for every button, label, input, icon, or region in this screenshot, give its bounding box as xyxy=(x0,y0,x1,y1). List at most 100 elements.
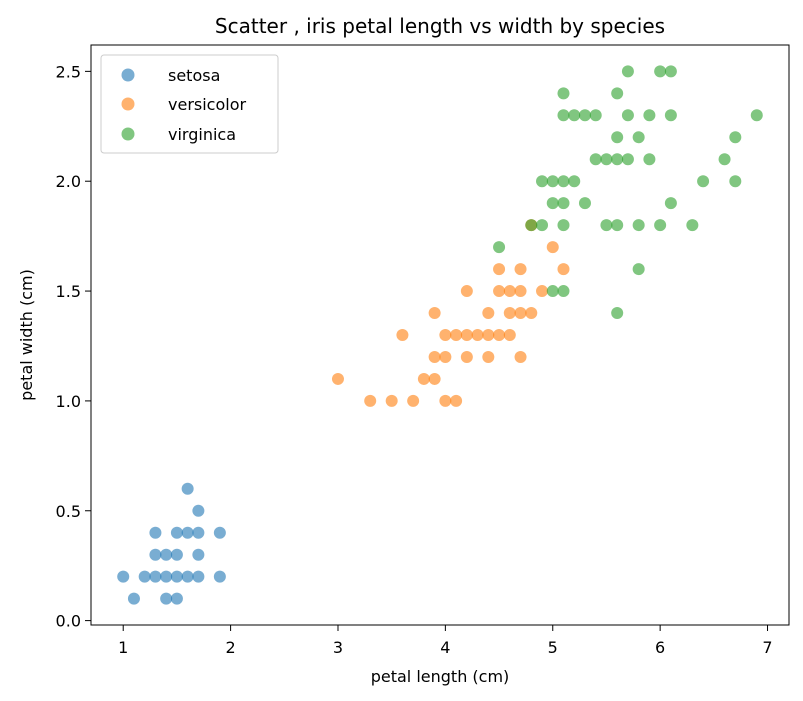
point-versicolor-4 xyxy=(407,394,420,407)
point-setosa-12 xyxy=(170,526,183,539)
chart-title: Scatter , iris petal length vs width by … xyxy=(215,14,665,38)
legend: setosa versicolor virginica xyxy=(100,54,279,154)
point-virginica-33 xyxy=(643,109,656,122)
point-setosa-17 xyxy=(192,548,205,561)
point-versicolor-30 xyxy=(514,263,527,276)
point-versicolor-35 xyxy=(557,263,570,276)
point-versicolor-29 xyxy=(514,285,527,298)
y-tick-label-2: 1.0 xyxy=(56,392,81,411)
point-virginica-30 xyxy=(632,219,645,232)
point-virginica-31 xyxy=(632,131,645,144)
point-setosa-15 xyxy=(181,482,194,495)
x-tick-label-0: 1 xyxy=(118,638,128,657)
point-versicolor-31 xyxy=(525,307,538,320)
x-axis-label: petal length (cm) xyxy=(371,667,510,686)
legend-label-versicolor: versicolor xyxy=(168,95,246,114)
y-tick-label-5: 2.5 xyxy=(56,62,81,81)
point-virginica-15 xyxy=(578,197,591,210)
point-versicolor-6 xyxy=(428,372,441,385)
point-setosa-10 xyxy=(170,570,183,583)
points-layer xyxy=(117,65,763,605)
point-versicolor-22 xyxy=(493,285,506,298)
point-setosa-20 xyxy=(213,570,226,583)
point-virginica-29 xyxy=(632,263,645,276)
point-versicolor-21 xyxy=(493,329,506,341)
point-virginica-44 xyxy=(750,109,763,122)
point-setosa-7 xyxy=(160,570,173,583)
point-versicolor-11 xyxy=(439,329,452,341)
point-versicolor-27 xyxy=(514,350,527,363)
point-virginica-39 xyxy=(686,219,699,232)
point-setosa-18 xyxy=(192,526,205,539)
point-versicolor-28 xyxy=(514,307,527,320)
point-setosa-6 xyxy=(160,592,173,605)
point-setosa-4 xyxy=(149,548,162,561)
point-virginica-27 xyxy=(621,109,634,122)
point-virginica-23 xyxy=(611,153,624,166)
legend-box xyxy=(100,54,279,154)
point-virginica-24 xyxy=(611,131,624,144)
point-virginica-4 xyxy=(546,285,559,298)
x-tick-label-5: 6 xyxy=(655,638,665,657)
point-versicolor-3 xyxy=(396,329,409,341)
point-versicolor-5 xyxy=(417,372,430,385)
point-virginica-14 xyxy=(568,109,581,122)
point-virginica-34 xyxy=(654,219,667,232)
point-virginica-3 xyxy=(536,175,549,188)
point-virginica-7 xyxy=(557,285,570,298)
point-versicolor-19 xyxy=(482,329,495,341)
point-versicolor-10 xyxy=(439,350,452,363)
point-versicolor-2 xyxy=(385,394,398,407)
point-virginica-20 xyxy=(600,153,613,166)
point-versicolor-17 xyxy=(471,329,484,341)
point-setosa-8 xyxy=(160,548,173,561)
point-virginica-19 xyxy=(600,219,613,232)
x-tick-label-1: 2 xyxy=(226,638,236,657)
point-setosa-5 xyxy=(149,526,162,539)
point-versicolor-16 xyxy=(460,285,473,298)
legend-marker-virginica xyxy=(121,127,135,141)
legend-marker-versicolor xyxy=(121,97,135,111)
x-tick-label-6: 7 xyxy=(762,638,772,657)
point-virginica-18 xyxy=(589,109,602,122)
point-virginica-40 xyxy=(697,175,710,188)
y-tick-label-3: 1.5 xyxy=(56,282,81,301)
point-setosa-16 xyxy=(192,570,205,583)
point-versicolor-12 xyxy=(450,394,463,407)
point-virginica-6 xyxy=(546,175,559,188)
point-virginica-10 xyxy=(557,175,570,188)
y-axis-label: petal width (cm) xyxy=(17,269,36,401)
point-versicolor-23 xyxy=(493,263,506,276)
point-virginica-32 xyxy=(643,153,656,166)
point-virginica-28 xyxy=(621,65,634,78)
point-virginica-22 xyxy=(611,219,624,232)
point-virginica-35 xyxy=(654,65,667,78)
point-versicolor-20 xyxy=(482,307,495,320)
legend-label-virginica: virginica xyxy=(168,125,236,144)
point-virginica-21 xyxy=(611,307,624,320)
point-virginica-8 xyxy=(557,219,570,232)
point-setosa-21 xyxy=(213,526,226,539)
point-setosa-2 xyxy=(138,570,151,583)
plot-frame xyxy=(90,44,790,626)
point-virginica-25 xyxy=(611,87,624,100)
point-versicolor-18 xyxy=(482,350,495,363)
point-versicolor-25 xyxy=(503,307,516,320)
point-virginica-17 xyxy=(589,153,602,166)
point-virginica-16 xyxy=(578,109,591,122)
y-tick-label-1: 0.5 xyxy=(56,502,81,521)
point-virginica-26 xyxy=(621,153,634,166)
point-virginica-42 xyxy=(729,175,742,188)
point-versicolor-34 xyxy=(546,241,559,254)
point-virginica-9 xyxy=(557,197,570,210)
x-tick-label-3: 4 xyxy=(440,638,450,657)
point-virginica-37 xyxy=(664,109,677,122)
point-versicolor-8 xyxy=(428,307,441,320)
point-versicolor-9 xyxy=(439,394,452,407)
point-setosa-0 xyxy=(117,570,130,583)
point-virginica-38 xyxy=(664,65,677,78)
point-setosa-11 xyxy=(170,548,183,561)
point-setosa-3 xyxy=(149,570,162,583)
point-virginica-12 xyxy=(557,87,570,100)
